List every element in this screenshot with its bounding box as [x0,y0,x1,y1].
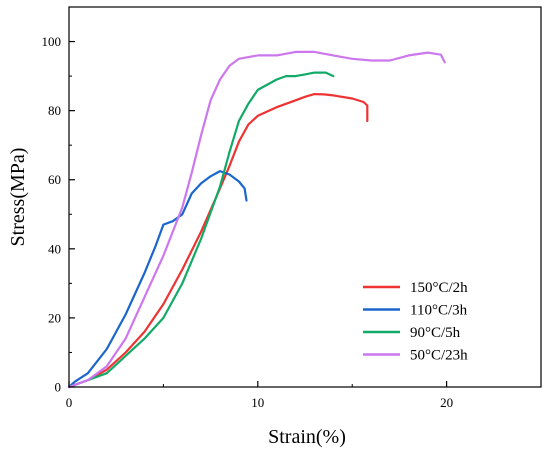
tick-layer: 0 10 20 0 20 40 60 80 100 [42,34,542,410]
y-tick-label: 80 [48,103,61,118]
y-tick-label: 40 [48,241,61,256]
series-line-1 [67,170,248,389]
series-line-3 [67,50,446,389]
series-line-2 [67,71,335,389]
x-tick-label: 10 [251,395,264,410]
y-tick-label: 100 [42,34,62,49]
plot-frame [68,6,542,388]
legend-label-1: 110°C/3h [410,303,468,319]
y-tick-label: 20 [48,310,61,325]
x-tick-label: 20 [440,395,453,410]
x-tick-label: 0 [66,395,73,410]
series-line-0 [67,93,369,389]
series-layer [67,50,446,389]
legend-label-0: 150°C/2h [410,280,468,296]
x-axis-title: Strain(%) [268,426,346,448]
y-axis-title: Stress(MPa) [7,148,29,247]
legend-label-2: 90°C/5h [410,325,461,341]
legend-label-3: 50°C/23h [410,348,468,364]
y-tick-label: 0 [55,380,62,395]
y-tick-label: 60 [48,172,61,187]
legend: 150°C/2h 110°C/3h 90°C/5h 50°C/23h [363,280,468,364]
